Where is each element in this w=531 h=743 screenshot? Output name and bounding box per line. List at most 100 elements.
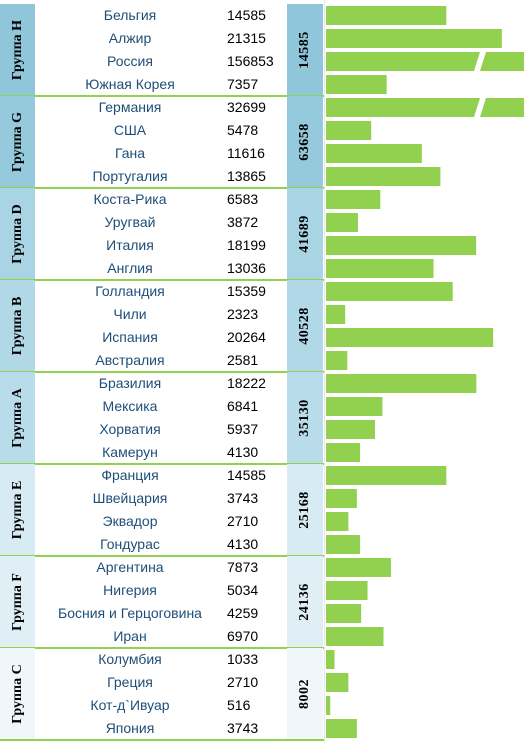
country-name: Иран xyxy=(113,628,147,644)
group-label-text: Группа B xyxy=(9,296,25,356)
country-value: 32699 xyxy=(227,99,266,115)
group-label-text: Группа C xyxy=(9,664,25,724)
table-row: Бельгия 14585 xyxy=(35,4,287,27)
group-total-text: 63658 xyxy=(297,123,312,161)
country-name: Австралия xyxy=(95,352,165,368)
country-name: Бразилия xyxy=(98,375,162,391)
country-name: Россия xyxy=(107,53,153,69)
group-label-text: Группа D xyxy=(9,204,25,264)
bar xyxy=(326,696,331,715)
table-row: Колумбия 1033 xyxy=(35,648,287,671)
country-value: 5034 xyxy=(227,582,259,598)
country-name: Босния и Герцоговина xyxy=(58,605,202,621)
group-separator xyxy=(0,187,324,189)
bar xyxy=(326,236,477,255)
bar xyxy=(326,581,368,600)
group-block: Группа C Колумбия 1033 Греция 2710 Кот-д`Ивуа… xyxy=(0,648,324,740)
country-name: Уругвай xyxy=(104,214,156,230)
country-value: 7357 xyxy=(227,76,259,92)
bar xyxy=(326,420,375,439)
group-total-text: 24136 xyxy=(297,583,312,621)
country-name: США xyxy=(113,122,147,138)
group-block: Группа G Германия 32699 США 5478 Гана 11616 Пор… xyxy=(0,96,324,188)
bar xyxy=(326,374,477,393)
country-name: Колумбия xyxy=(98,651,162,667)
country-name: Франция xyxy=(101,467,159,483)
table-row: Англия 13036 xyxy=(35,257,287,280)
country-name: Бельгия xyxy=(103,7,157,23)
bar xyxy=(326,167,441,186)
table-row: Гана 11616 xyxy=(35,142,287,165)
bar xyxy=(326,213,358,232)
bar xyxy=(326,121,372,140)
table-row: Россия 156853 xyxy=(35,50,287,73)
country-name: Хорватия xyxy=(99,421,161,437)
table-row: Иран 6970 xyxy=(35,625,287,648)
country-value: 1033 xyxy=(227,651,259,667)
country-name: Эквадор xyxy=(102,513,158,529)
group-total: 41689 xyxy=(287,188,323,280)
group-total: 24136 xyxy=(287,556,323,648)
bar xyxy=(326,190,381,209)
table-row: Португалия 13865 xyxy=(35,165,287,188)
table-row: Мексика 6841 xyxy=(35,395,287,418)
country-value: 21315 xyxy=(227,30,266,46)
bar xyxy=(326,52,524,71)
country-value: 5478 xyxy=(227,122,259,138)
country-name: Гана xyxy=(114,145,146,161)
bar-break xyxy=(474,52,486,71)
country-name: Греция xyxy=(107,674,153,690)
group-label: Группа D xyxy=(0,188,35,280)
bar xyxy=(326,328,494,347)
bar xyxy=(326,535,361,554)
country-name: Коста-Рика xyxy=(93,191,167,207)
table-row: Австралия 2581 xyxy=(35,349,287,372)
country-value: 3743 xyxy=(227,490,259,506)
group-label: Группа G xyxy=(0,96,35,188)
bar xyxy=(326,489,357,508)
group-total: 63658 xyxy=(287,96,323,188)
group-total-text: 40528 xyxy=(297,307,312,345)
table-row: Голландия 15359 xyxy=(35,280,287,303)
table-row: Германия 32699 xyxy=(35,96,287,119)
country-value: 2710 xyxy=(227,513,259,529)
country-value: 4130 xyxy=(227,444,259,460)
country-value: 516 xyxy=(227,697,251,713)
bar xyxy=(326,650,335,669)
table-row: Аргентина 7873 xyxy=(35,556,287,579)
table-row: Гондурас 4130 xyxy=(35,533,287,556)
bar xyxy=(326,604,362,623)
group-separator xyxy=(0,739,324,741)
group-label-text: Группа G xyxy=(9,111,25,173)
group-label: Группа E xyxy=(0,464,35,556)
bar xyxy=(326,29,502,48)
table-row: Франция 14585 xyxy=(35,464,287,487)
country-name: Германия xyxy=(98,99,162,115)
bar xyxy=(326,512,349,531)
table-row: Коста-Рика 6583 xyxy=(35,188,287,211)
country-name: Португалия xyxy=(92,168,168,184)
country-value: 13865 xyxy=(227,168,266,184)
country-name: Нигерия xyxy=(103,582,157,598)
group-label-text: Группа E xyxy=(9,480,25,540)
country-name: Голландия xyxy=(95,283,165,299)
country-name: Камерун xyxy=(102,444,158,460)
table-row: Уругвай 3872 xyxy=(35,211,287,234)
bar xyxy=(326,6,447,25)
country-name: Испания xyxy=(102,329,158,345)
table-row: Бразилия 18222 xyxy=(35,372,287,395)
country-name: Япония xyxy=(105,720,155,736)
group-block: Группа D Коста-Рика 6583 Уругвай 3872 Италия 1… xyxy=(0,188,324,280)
bar xyxy=(326,75,387,94)
group-separator xyxy=(0,279,324,281)
country-value: 13036 xyxy=(227,260,266,276)
group-label: Группа A xyxy=(0,372,35,464)
bar xyxy=(326,719,357,738)
country-value: 14585 xyxy=(227,467,266,483)
group-label: Группа C xyxy=(0,648,35,740)
table-row: Босния и Герцоговина 4259 xyxy=(35,602,287,625)
table-row: Япония 3743 xyxy=(35,717,287,740)
country-name: Кот-д`Ивуар xyxy=(90,697,170,713)
group-label-text: Группа H xyxy=(9,19,25,81)
bar xyxy=(326,673,349,692)
